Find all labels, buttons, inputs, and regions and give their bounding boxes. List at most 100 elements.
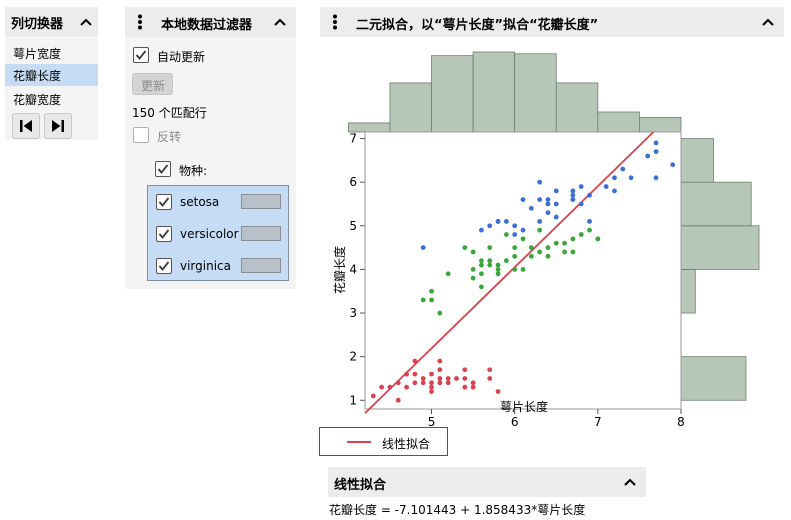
virginica-point	[653, 140, 659, 146]
y-tick-label: 7	[349, 132, 357, 146]
versicolor-point	[528, 245, 534, 250]
versicolor-point	[487, 258, 493, 264]
virginica-point	[570, 192, 576, 198]
setosa-point	[404, 384, 409, 390]
chevron-up-icon[interactable]	[274, 16, 286, 30]
versicolor-point	[487, 245, 493, 250]
check-icon	[158, 197, 170, 207]
fit-panel-header[interactable]: 二元拟合，以“萼片长度”拟合“花瓣长度”	[320, 7, 784, 37]
y-tick-label: 2	[349, 350, 357, 364]
fit-legend[interactable]: 线性拟合	[319, 427, 448, 456]
last-button[interactable]	[44, 113, 72, 139]
versicolor-point	[578, 232, 584, 237]
scatter-chart[interactable]: 5 6 7 8 1 2 3 4 5 6 7 萼片长度 花瓣长度	[320, 37, 790, 427]
virginica-point	[503, 219, 509, 224]
auto-update-checkbox[interactable]	[133, 47, 149, 63]
check-icon	[158, 229, 170, 239]
setosa-point	[395, 397, 401, 403]
virginica-point	[553, 201, 559, 207]
setosa-point	[429, 371, 434, 377]
versicolor-point	[495, 271, 501, 277]
setosa-point	[429, 380, 434, 386]
versicolor-point	[512, 245, 518, 250]
setosa-point	[487, 376, 493, 381]
virginica-point	[620, 166, 626, 172]
y-tick-label: 3	[349, 306, 357, 320]
chevron-up-icon[interactable]	[762, 16, 774, 30]
setosa-point	[420, 380, 426, 386]
virginica-point	[670, 162, 676, 168]
versicolor-point	[479, 258, 484, 264]
virginica-point	[520, 197, 526, 203]
setosa-point	[445, 380, 451, 386]
col-switcher-header[interactable]: 列切换器	[5, 7, 98, 37]
setosa-point	[412, 358, 418, 364]
versicolor-point	[445, 271, 451, 277]
versicolor-checkbox[interactable]	[156, 226, 172, 242]
versicolor-point	[479, 284, 484, 290]
virginica-checkbox[interactable]	[156, 258, 172, 274]
setosa-point	[437, 380, 443, 386]
first-button[interactable]	[12, 113, 40, 139]
setosa-point	[470, 380, 476, 386]
setosa-swatch[interactable]	[241, 194, 281, 209]
virginica-point	[587, 192, 592, 198]
versicolor-point	[537, 227, 543, 233]
legend-line-icon	[347, 441, 371, 443]
virginica-point	[578, 184, 584, 189]
setosa-point	[470, 384, 476, 390]
x-hist-bar	[639, 117, 682, 133]
virginica-point	[545, 197, 551, 203]
menu-dots-icon[interactable]	[332, 14, 338, 33]
x-hist-bar	[514, 53, 557, 133]
virginica-point	[495, 219, 501, 224]
x-hist-bar	[389, 82, 432, 133]
setosa-point	[454, 376, 459, 381]
match-count: 150 个匹配行	[132, 106, 207, 120]
versicolor-label: versicolor	[180, 227, 239, 241]
x-hist-bar	[597, 111, 640, 133]
y-tick-label: 6	[349, 175, 357, 189]
check-icon	[135, 50, 147, 60]
linear-fit-header[interactable]: 线性拟合	[328, 467, 646, 497]
auto-update-label: 自动更新	[157, 50, 206, 64]
virginica-point	[553, 214, 559, 220]
invert-checkbox[interactable]	[133, 127, 149, 143]
versicolor-point	[462, 245, 468, 250]
fit-panel-title: 二元拟合，以“萼片长度”拟合“花瓣长度”	[356, 18, 599, 33]
x-axis-label: 萼片长度	[500, 399, 548, 414]
menu-dots-icon[interactable]	[137, 14, 143, 33]
virginica-point	[653, 149, 659, 155]
virginica-point	[570, 197, 576, 203]
virginica-point	[512, 223, 518, 229]
versicolor-point	[470, 249, 476, 255]
col-item-petal-width[interactable]: 花瓣宽度	[13, 93, 62, 107]
setosa-point	[462, 384, 468, 390]
virginica-point	[587, 219, 592, 224]
col-item-sepal-width[interactable]: 萼片宽度	[13, 47, 62, 61]
versicolor-point	[487, 262, 493, 268]
setosa-point	[437, 358, 443, 364]
species-list: setosa versicolor virginica	[147, 185, 289, 281]
chevron-up-icon[interactable]	[80, 16, 92, 30]
versicolor-point	[570, 236, 576, 242]
versicolor-point	[520, 236, 526, 242]
versicolor-point	[495, 262, 501, 268]
versicolor-point	[479, 262, 484, 268]
versicolor-point	[545, 245, 551, 250]
virginica-swatch[interactable]	[241, 258, 281, 273]
setosa-checkbox[interactable]	[156, 194, 172, 210]
update-button[interactable]: 更新	[132, 73, 173, 95]
virginica-point	[612, 188, 617, 194]
versicolor-point	[562, 249, 567, 255]
col-item-petal-length[interactable]: 花瓣长度	[5, 64, 98, 86]
species-checkbox[interactable]	[155, 161, 171, 177]
chevron-up-icon[interactable]	[624, 476, 636, 490]
x-hist-bar	[555, 82, 599, 133]
y-axis-label: 花瓣长度	[332, 246, 347, 294]
filter-header[interactable]: 本地数据过滤器	[125, 7, 296, 37]
y-tick-label: 5	[349, 219, 357, 233]
versicolor-point	[512, 267, 518, 272]
versicolor-swatch[interactable]	[241, 226, 281, 241]
species-label: 物种:	[179, 164, 208, 178]
